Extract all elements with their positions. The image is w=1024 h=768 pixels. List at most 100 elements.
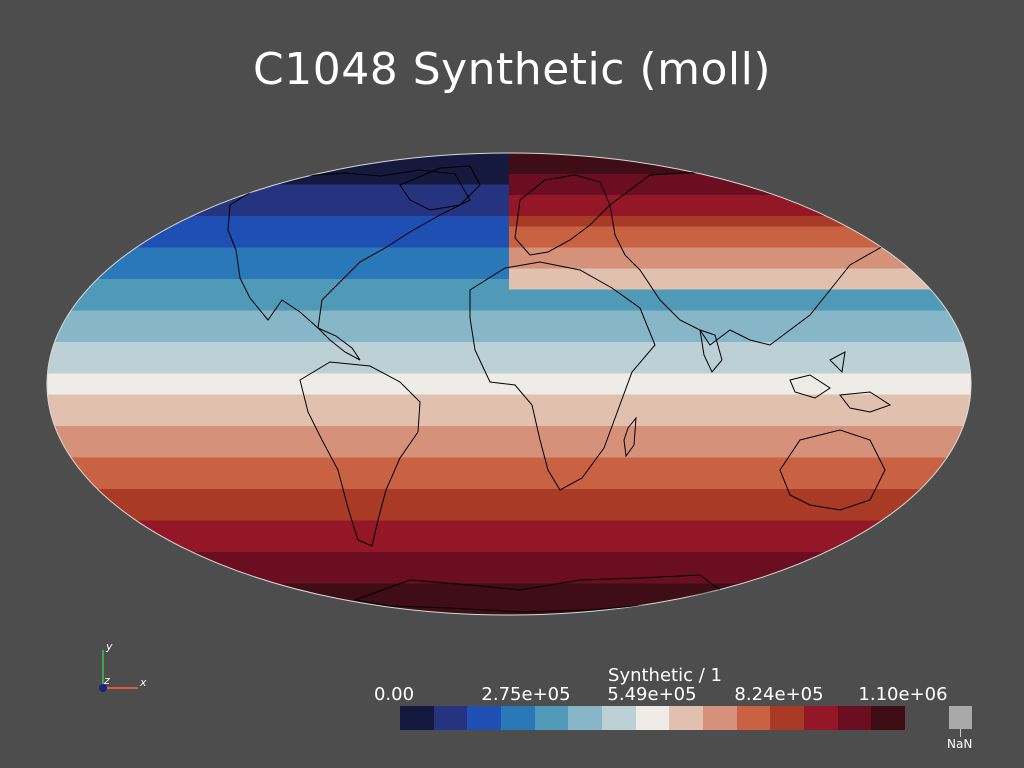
field-band xyxy=(509,541,971,553)
field-band xyxy=(47,226,509,238)
field-band xyxy=(47,594,509,606)
field-band xyxy=(47,331,509,343)
field-band xyxy=(509,405,971,417)
axis-z-label: z xyxy=(103,674,110,687)
field-band xyxy=(509,583,971,595)
colorbar-swatch xyxy=(534,706,569,730)
colorbar-swatch xyxy=(400,706,434,730)
field-band xyxy=(509,562,971,574)
colorbar-swatch xyxy=(703,706,737,730)
field-band xyxy=(509,489,971,501)
field-band xyxy=(47,342,509,354)
field-band xyxy=(47,394,509,406)
orientation-axes: y x z xyxy=(99,640,147,692)
field-band xyxy=(47,153,509,165)
field-band xyxy=(509,321,971,333)
field-band xyxy=(47,373,509,385)
colorbar-tick-2: 5.49e+05 xyxy=(607,684,697,705)
field-band xyxy=(47,352,509,364)
field-band xyxy=(509,531,971,543)
field-band xyxy=(47,552,509,564)
axis-x-label: x xyxy=(139,676,147,689)
field-band xyxy=(47,216,509,228)
map-outline xyxy=(46,152,972,616)
colorbar-swatch xyxy=(467,706,502,730)
field-band xyxy=(47,562,509,574)
field-band xyxy=(509,153,971,165)
field-band xyxy=(47,268,509,280)
field-band xyxy=(509,499,971,511)
field-band xyxy=(47,237,509,249)
field-band xyxy=(509,237,971,249)
field-band xyxy=(509,426,971,438)
field-band xyxy=(47,184,509,196)
field-band xyxy=(47,195,509,207)
field-band xyxy=(509,447,971,459)
field-band xyxy=(509,279,971,291)
field-band xyxy=(47,163,509,175)
field-band xyxy=(47,310,509,322)
field-band xyxy=(509,468,971,480)
field-band xyxy=(47,478,509,490)
field-band xyxy=(509,573,971,585)
nan-label: NaN xyxy=(947,737,973,751)
field-band xyxy=(47,604,509,615)
field-band xyxy=(509,342,971,354)
field-band xyxy=(47,415,509,427)
field-band xyxy=(47,426,509,438)
nan-swatch xyxy=(949,706,972,729)
field-band xyxy=(47,499,509,511)
field-band xyxy=(47,436,509,448)
field-band xyxy=(509,289,971,301)
field-band xyxy=(509,216,971,228)
field-band xyxy=(509,195,971,207)
colorbar-tick-1: 2.75e+05 xyxy=(481,684,571,705)
colorbar-swatch xyxy=(669,706,704,730)
colorbar-swatch xyxy=(433,706,468,730)
field-band xyxy=(509,226,971,238)
field-band xyxy=(47,384,509,396)
axis-y-label: y xyxy=(105,640,113,653)
colorbar-swatch xyxy=(602,706,636,730)
field-band xyxy=(509,352,971,364)
field-band xyxy=(509,247,971,259)
field-band xyxy=(509,436,971,448)
colorbar-tick-4: 1.10e+06 xyxy=(858,684,948,705)
field-band xyxy=(47,541,509,553)
field-band xyxy=(509,415,971,427)
field-band xyxy=(509,363,971,375)
field-band xyxy=(509,552,971,564)
field-band xyxy=(509,310,971,322)
colorbar-swatch xyxy=(635,706,670,730)
colorbar-title: Synthetic / 1 xyxy=(608,665,722,686)
field-band xyxy=(509,384,971,396)
field-band xyxy=(509,300,971,312)
colorbar-swatch xyxy=(871,706,906,730)
colorbar-swatch xyxy=(501,706,535,730)
field-band xyxy=(509,331,971,343)
field-band xyxy=(47,468,509,480)
field-band xyxy=(509,520,971,532)
colorbar-swatch xyxy=(736,706,771,730)
colorbar-tick-0: 0.00 xyxy=(373,684,415,705)
colorbar-tick-3: 8.24e+05 xyxy=(734,684,824,705)
field-band xyxy=(509,373,971,385)
field-band xyxy=(47,279,509,291)
colorbar xyxy=(400,706,906,730)
field-band xyxy=(47,531,509,543)
field-band xyxy=(47,247,509,259)
field-band xyxy=(509,184,971,196)
field-band xyxy=(47,289,509,301)
nan-tick xyxy=(960,729,961,737)
field-band xyxy=(47,573,509,585)
field-band xyxy=(509,268,971,280)
field-band xyxy=(47,489,509,501)
field-band xyxy=(509,258,971,270)
field-band xyxy=(47,363,509,375)
field-band xyxy=(47,405,509,417)
colorbar-swatch xyxy=(568,706,603,730)
field-band xyxy=(47,510,509,522)
field-band xyxy=(47,321,509,333)
colorbar-swatch xyxy=(770,706,805,730)
